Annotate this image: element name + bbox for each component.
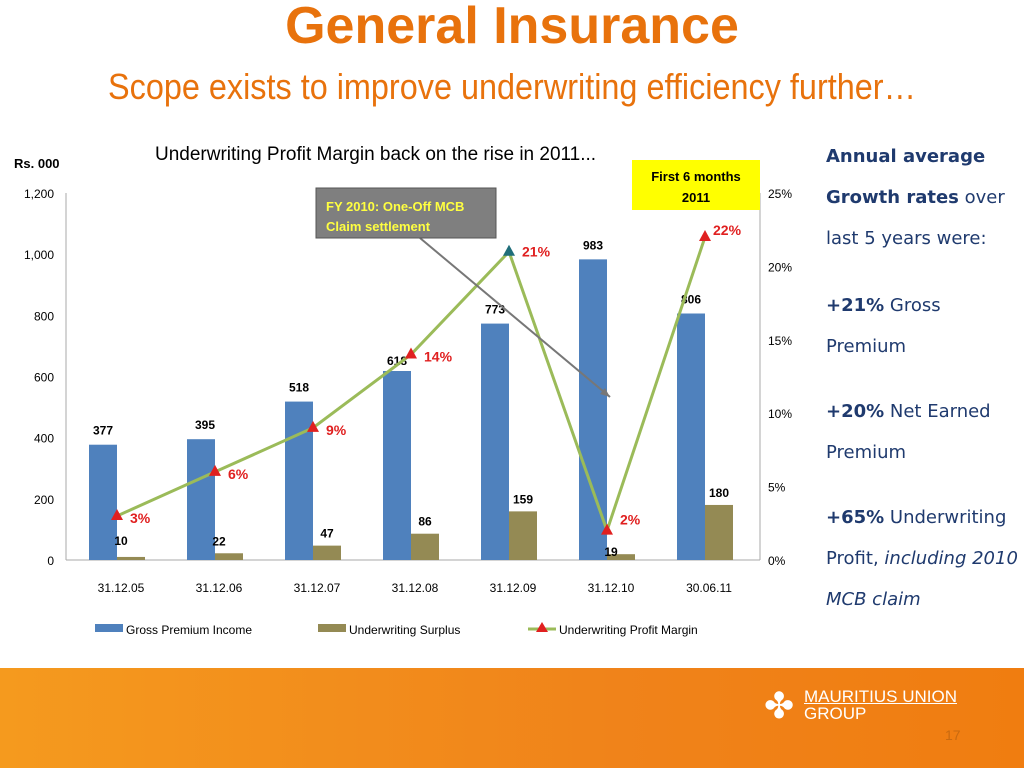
y-tick-label: 200 (34, 493, 54, 507)
bar-underwriting-surplus (705, 504, 733, 560)
bar-label: 22 (212, 534, 226, 548)
side-heading2: Growth rates (826, 187, 959, 208)
bar-label: 19 (604, 545, 618, 559)
x-tick-label: 31.12.06 (196, 581, 243, 595)
y2-tick-label: 10% (768, 407, 792, 421)
bar-gross-premium (677, 313, 705, 560)
line-label: 9% (326, 422, 347, 438)
highlight-box (632, 160, 760, 210)
line-marker (307, 420, 319, 432)
line-marker (503, 244, 515, 256)
legend-label: Underwriting Profit Margin (559, 623, 698, 637)
bar-label: 518 (289, 381, 309, 395)
annotation-arrow (419, 237, 611, 398)
stat-value: +21% (826, 295, 885, 316)
x-tick-label: 30.06.11 (686, 581, 732, 595)
legend-label: Underwriting Surplus (349, 623, 460, 637)
y-axis-label: Rs. 000 (14, 156, 60, 171)
y-tick-label: 1,200 (24, 187, 54, 201)
line-label: 22% (713, 222, 742, 238)
clover-icon: ✤ (764, 685, 795, 726)
line-label: 3% (130, 510, 151, 526)
bar-label: 180 (709, 486, 729, 500)
company-logo: ✤ MAURITIUS UNION GROUP (764, 685, 957, 726)
x-tick-label: 31.12.10 (588, 581, 635, 595)
side-text1: over last 5 years were: (826, 187, 1005, 249)
stat-value: +65% (826, 507, 885, 528)
bar-gross-premium (579, 259, 607, 560)
line-label: 21% (522, 244, 551, 260)
bar-underwriting-surplus (215, 553, 243, 560)
line-marker (209, 464, 221, 476)
page-number: 17 (945, 727, 961, 743)
line-marker (405, 347, 417, 359)
bar-label: 618 (387, 354, 407, 368)
legend-label: Gross Premium Income (126, 623, 252, 637)
y2-tick-label: 20% (768, 260, 792, 274)
bar-underwriting-surplus (607, 554, 635, 560)
line-marker (601, 523, 613, 535)
legend-swatch (95, 624, 123, 632)
bar-gross-premium (89, 444, 117, 560)
bar-label: 983 (583, 238, 603, 252)
chart-title: Underwriting Profit Margin back on the r… (155, 144, 596, 165)
bar-gross-premium (285, 401, 313, 560)
line-label: 2% (620, 512, 641, 528)
bar-underwriting-surplus (411, 533, 439, 560)
annotation-box (315, 187, 497, 239)
side-panel: Annual average Growth rates over last 5 y… (826, 136, 1024, 620)
stat-label: Underwriting Profit, (826, 507, 1007, 569)
arrow-head-icon (600, 388, 610, 397)
stat-label: Net Earned Premium (826, 401, 991, 463)
y2-tick-label: 5% (768, 481, 786, 495)
logo-line1: MAURITIUS UNION (804, 687, 957, 706)
bar-label: 773 (485, 303, 505, 317)
annotation-text: Claim settlement (326, 219, 431, 234)
bar-label: 86 (418, 515, 432, 529)
x-tick-label: 31.12.07 (294, 581, 341, 595)
stat-note: including 2010 MCB claim (826, 548, 1018, 610)
y-tick-label: 0 (47, 554, 54, 568)
bar-label: 159 (513, 492, 533, 506)
legend-marker (536, 622, 548, 632)
page-subtitle: Scope exists to improve underwriting eff… (108, 66, 916, 107)
x-tick-label: 31.12.08 (392, 581, 439, 595)
line-label: 14% (424, 348, 453, 364)
bar-label: 377 (93, 424, 113, 438)
stat-value: +20% (826, 401, 885, 422)
bar-underwriting-surplus (117, 556, 145, 560)
logo-line2: GROUP (804, 704, 867, 723)
x-tick-label: 31.12.09 (490, 581, 537, 595)
y2-tick-label: 15% (768, 334, 792, 348)
y2-tick-label: 0% (768, 554, 786, 568)
bar-gross-premium (383, 370, 411, 560)
bar-gross-premium (187, 439, 215, 560)
highlight-text: First 6 months (651, 169, 741, 184)
side-heading1: Annual average (826, 146, 986, 167)
footer-band (0, 668, 1024, 768)
highlight-text: 2011 (682, 190, 710, 205)
y2-tick-label: 25% (768, 187, 792, 201)
bar-gross-premium (481, 323, 509, 560)
bar-underwriting-surplus (509, 511, 537, 560)
legend-swatch (318, 624, 346, 632)
bar-underwriting-surplus (313, 545, 341, 560)
y-tick-label: 400 (34, 432, 54, 446)
line-label: 6% (228, 466, 249, 482)
y-tick-label: 600 (34, 371, 54, 385)
page-title: General Insurance (285, 0, 739, 55)
bar-label: 10 (114, 534, 128, 548)
bar-label: 395 (195, 418, 215, 432)
annotation-text: FY 2010: One-Off MCB (326, 199, 464, 214)
bar-label: 47 (320, 527, 334, 541)
y-tick-label: 1,000 (24, 248, 54, 262)
y-tick-label: 800 (34, 309, 54, 323)
x-tick-label: 31.12.05 (98, 581, 145, 595)
line-marker (699, 230, 711, 242)
line-marker (111, 508, 123, 520)
stat-label: Gross Premium (826, 295, 941, 357)
